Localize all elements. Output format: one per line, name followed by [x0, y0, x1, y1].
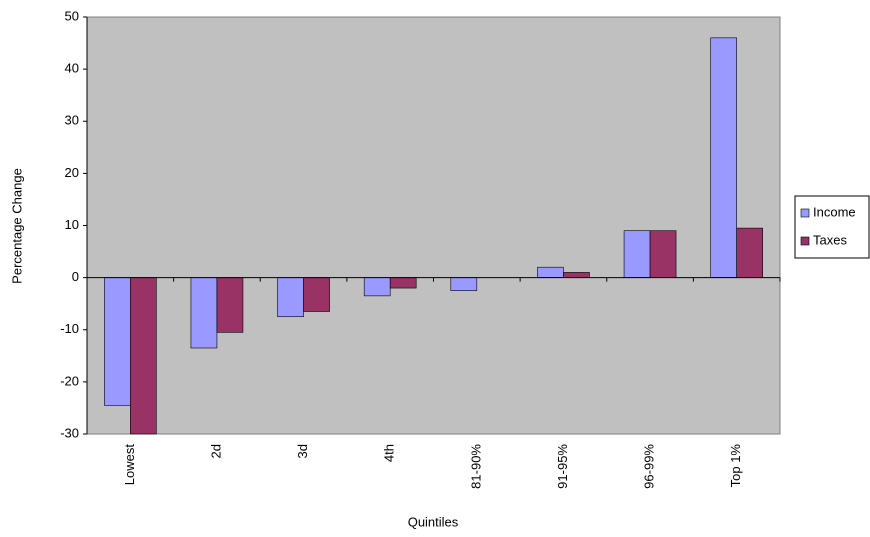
x-axis-label: Quintiles: [408, 514, 459, 529]
y-tick-label: 50: [65, 8, 79, 23]
bar: [537, 266, 564, 278]
bar: [104, 277, 131, 406]
legend-box: [794, 195, 870, 259]
legend-swatch: [800, 208, 810, 218]
bar: [216, 277, 244, 333]
x-tick-label: 81-90%: [468, 444, 483, 489]
bar: [363, 277, 391, 297]
x-tick-label: Top 1%: [728, 444, 743, 488]
y-axis-label: Percentage Change: [9, 168, 24, 284]
y-tick-label: -30: [60, 425, 79, 440]
y-tick-label: -20: [60, 373, 79, 388]
x-tick-label: 96-99%: [642, 444, 657, 489]
bar: [710, 37, 737, 278]
bar: [649, 230, 677, 278]
bar: [736, 227, 763, 278]
y-tick-label: 20: [65, 165, 79, 180]
bar: [450, 277, 478, 291]
bar: [190, 277, 218, 349]
legend-swatch: [800, 236, 810, 246]
y-tick-label: 0: [72, 269, 79, 284]
y-tick-label: -10: [60, 321, 79, 336]
bar: [389, 277, 417, 289]
bar: [623, 230, 651, 278]
y-tick-label: 10: [65, 217, 79, 232]
x-tick-label: 91-95%: [555, 444, 570, 489]
legend-label: Taxes: [813, 232, 847, 247]
x-tick-label: 3d: [295, 444, 310, 458]
bar: [277, 277, 304, 318]
legend-label: Income: [813, 204, 856, 219]
x-tick-label: 2d: [208, 444, 223, 458]
bar: [130, 277, 157, 435]
plot-area: [86, 16, 781, 435]
y-tick-label: 40: [65, 61, 79, 76]
y-tick-label: 30: [65, 113, 79, 128]
bar: [563, 272, 590, 278]
x-tick-label: 4th: [382, 444, 397, 462]
x-tick-label: Lowest: [122, 444, 137, 486]
bar: [303, 277, 330, 312]
